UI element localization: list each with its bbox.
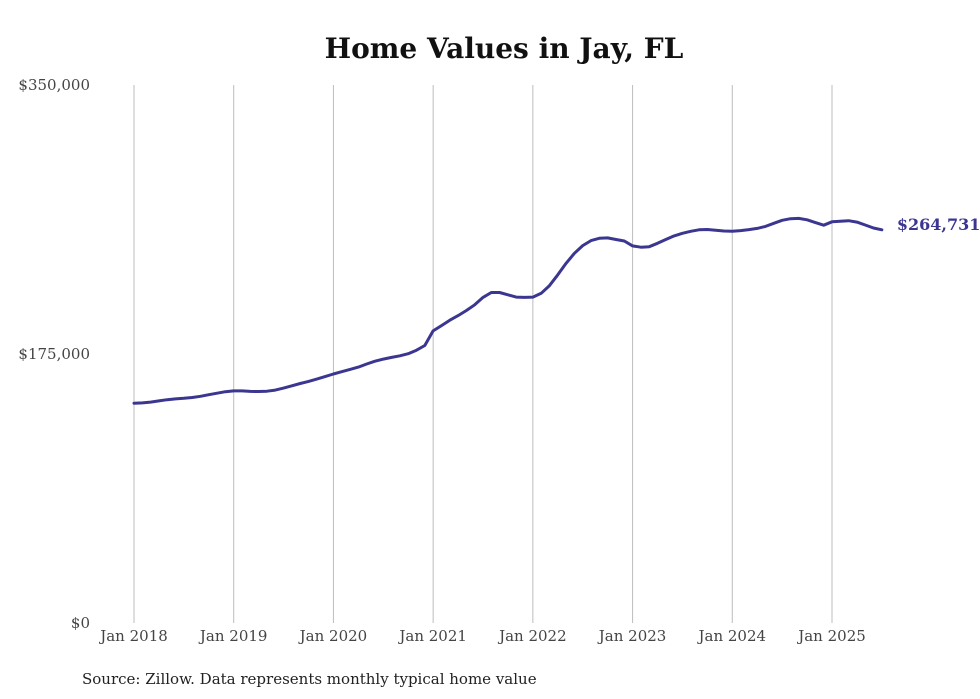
y-tick-label: $175,000 bbox=[18, 345, 90, 363]
x-tick-label: Jan 2023 bbox=[597, 627, 667, 645]
gridlines bbox=[133, 85, 833, 623]
x-tick-label: Jan 2020 bbox=[298, 627, 368, 645]
x-tick-label: Jan 2018 bbox=[98, 627, 168, 645]
series-line bbox=[132, 216, 884, 405]
x-tick-label: Jan 2025 bbox=[796, 627, 866, 645]
x-tick-label: Jan 2024 bbox=[697, 627, 767, 645]
y-tick-label: $0 bbox=[71, 614, 90, 632]
end-value-label: $264,731 bbox=[897, 215, 980, 234]
y-axis-ticks: $0 $175,000 $350,000 bbox=[18, 76, 90, 632]
x-axis-ticks: Jan 2018 Jan 2019 Jan 2020 Jan 2021 Jan 2022… bbox=[98, 627, 866, 645]
chart-title: Home Values in Jay, FL bbox=[325, 32, 684, 65]
x-tick-label: Jan 2021 bbox=[397, 627, 467, 645]
x-tick-label: Jan 2019 bbox=[198, 627, 268, 645]
source-note: Source: Zillow. Data represents monthly … bbox=[82, 670, 537, 688]
series-layer: $264,731 bbox=[132, 215, 980, 405]
x-tick-label: Jan 2022 bbox=[497, 627, 567, 645]
y-tick-label: $350,000 bbox=[18, 76, 90, 94]
